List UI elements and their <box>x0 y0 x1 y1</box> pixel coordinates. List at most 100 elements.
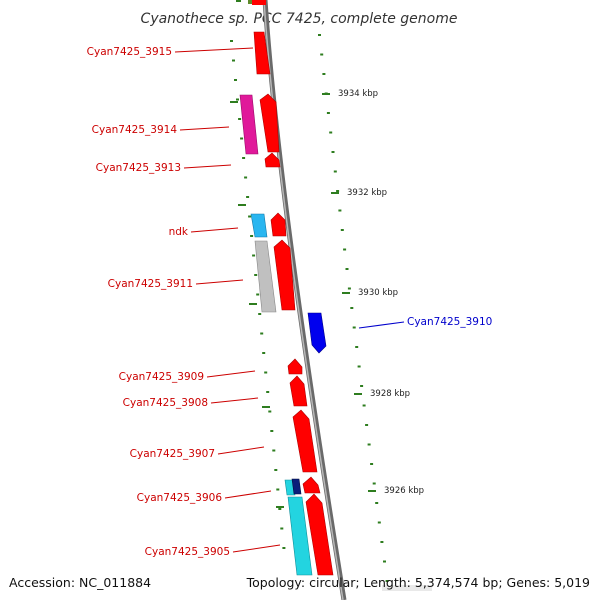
map-title: Cyanothece sp. PCC 7425, complete genome <box>141 11 458 27</box>
gene-cyan7425-3909-block[interactable] <box>287 358 303 375</box>
minor-tick <box>264 371 268 374</box>
minor-tick <box>252 254 256 257</box>
minor-tick <box>246 196 250 198</box>
minor-tick <box>280 527 284 530</box>
gene-cyan7425-3907-block[interactable] <box>292 409 318 473</box>
minor-tick <box>234 79 237 81</box>
minor-tick <box>260 332 264 335</box>
gene-cyan7425-3911-gray-block[interactable] <box>254 240 277 313</box>
minor-tick <box>240 137 244 140</box>
minor-tick <box>343 248 347 251</box>
minor-tick <box>322 73 326 75</box>
gene-cyan7425-3908-block[interactable] <box>289 375 308 407</box>
gene-cyan7425-3905-block[interactable] <box>305 493 334 576</box>
major-tick-3930-label: 3930 kbp <box>358 288 398 298</box>
minor-tick <box>365 424 369 426</box>
minor-tick <box>375 502 379 504</box>
major-tick-3928-label: 3928 kbp <box>370 389 410 399</box>
minor-tick <box>270 430 274 432</box>
minor-tick <box>276 488 280 491</box>
minor-tick <box>352 326 356 329</box>
minor-tick <box>278 508 282 510</box>
gene-label-cyan7425-3910[interactable]: Cyan7425_3910 <box>407 316 492 328</box>
gene-cyan7425-3910-block[interactable] <box>307 312 327 354</box>
minor-tick <box>250 235 254 237</box>
genome-backbone <box>262 0 347 600</box>
label-leaders <box>174 47 405 553</box>
minor-tick <box>244 176 248 179</box>
major-tick-3926-label: 3926 kbp <box>384 486 424 496</box>
gene-cyan7425-3915-block[interactable] <box>253 31 271 75</box>
minor-tick <box>336 190 340 192</box>
minor-tick <box>232 59 235 62</box>
topology-text: Topology: circular; Length: 5,374,574 bp… <box>246 575 590 590</box>
major-tick-3934-label: 3934 kbp <box>338 89 378 99</box>
minor-tick <box>370 463 374 465</box>
major-tick-3932-label: 3932 kbp <box>347 188 387 198</box>
minor-tick <box>256 293 260 296</box>
major-ticks: 3934 kbp 3932 kbp 3930 kbp 3928 kbp 3926… <box>230 89 424 508</box>
gene-label-cyan7425-3908[interactable]: Cyan7425_3908 <box>123 397 208 409</box>
major-tick-3932-mark <box>331 192 339 194</box>
minor-tick <box>372 482 376 485</box>
minor-tick <box>383 560 386 563</box>
gene-label-ndk[interactable]: ndk <box>169 226 189 238</box>
minor-tick <box>331 151 335 153</box>
gene-ndk-block[interactable] <box>270 212 287 237</box>
minor-tick <box>242 157 246 159</box>
gene-cyan7425-3906-navy-block[interactable] <box>291 478 302 495</box>
minor-tick <box>362 404 366 407</box>
gene-label-cyan7425-3913[interactable]: Cyan7425_3913 <box>96 162 181 174</box>
minor-tick <box>262 352 266 354</box>
gene-cyan7425-3914-block[interactable] <box>259 93 280 153</box>
gene-label-cyan7425-3905[interactable]: Cyan7425_3905 <box>145 546 230 558</box>
minor-tick <box>347 287 351 290</box>
minor-tick <box>230 40 233 42</box>
gene-cyan7425-3905-cyan-block[interactable] <box>287 496 313 576</box>
minor-tick <box>282 547 286 549</box>
gene-cyan7425-3906-small-block[interactable] <box>302 476 321 494</box>
minor-tick <box>338 209 342 212</box>
minor-tick <box>329 131 333 134</box>
minor-tick <box>357 365 361 368</box>
minor-tick <box>254 274 258 276</box>
minor-tick <box>272 449 276 452</box>
minor-tick <box>236 98 239 101</box>
minor-tick <box>333 170 337 173</box>
minor-tick <box>318 34 321 36</box>
minor-tick <box>380 541 384 543</box>
minor-tick <box>345 268 349 270</box>
minor-tick <box>274 469 278 471</box>
gene-cyan7425-3913-block[interactable] <box>264 152 281 168</box>
gene-label-cyan7425-3909[interactable]: Cyan7425_3909 <box>119 371 204 383</box>
gene-ndk-cyan-block[interactable] <box>250 213 268 238</box>
gene-cyan7425-3914-pink-block[interactable] <box>239 94 259 155</box>
minor-tick <box>326 112 330 114</box>
gene-blocks <box>239 31 432 591</box>
gene-label-cyan7425-3914[interactable]: Cyan7425_3914 <box>92 124 178 136</box>
major-tick-3930-mark <box>342 292 350 294</box>
gene-label-cyan7425-3915[interactable]: Cyan7425_3915 <box>87 46 172 58</box>
accession-text: Accession: NC_011884 <box>9 575 152 590</box>
gene-label-cyan7425-3911[interactable]: Cyan7425_3911 <box>108 278 193 290</box>
minor-tick <box>320 53 324 56</box>
gene-labels: Cyan7425_3915 Cyan7425_3914 Cyan7425_391… <box>87 46 493 558</box>
minor-tick <box>350 307 354 309</box>
minor-tick <box>355 346 359 348</box>
minor-tick <box>340 229 344 231</box>
minor-tick <box>377 521 381 524</box>
major-tick-3926-mark <box>368 490 376 492</box>
major-tick-3928-mark <box>354 393 362 395</box>
gene-label-cyan7425-3907[interactable]: Cyan7425_3907 <box>130 448 215 460</box>
minor-tick <box>385 580 389 582</box>
minor-tick <box>238 118 242 120</box>
gene-cyan7425-3911-block[interactable] <box>273 239 296 311</box>
minor-tick <box>268 410 272 413</box>
minor-tick <box>367 443 371 446</box>
minor-tick <box>360 385 364 387</box>
minor-tick <box>266 391 270 393</box>
major-tick-3934-mark <box>322 93 330 95</box>
gene-label-cyan7425-3906[interactable]: Cyan7425_3906 <box>137 492 223 504</box>
minor-tick <box>258 313 262 315</box>
